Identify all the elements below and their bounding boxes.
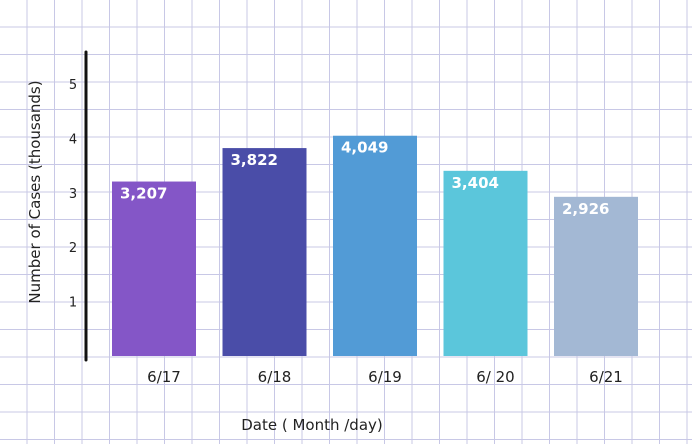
bar-value-label: 3,207 — [120, 185, 167, 203]
bar — [554, 196, 638, 356]
x-axis-title: Date ( Month /day) — [241, 416, 383, 434]
y-tick-label: 4 — [69, 132, 77, 147]
x-category-labels: 6/17 6/18 6/19 6/ 20 6/21 — [147, 368, 623, 386]
y-tick-label: 2 — [69, 241, 77, 256]
bar-value-label: 2,926 — [562, 200, 609, 218]
x-tick-label: 6/21 — [589, 368, 623, 386]
y-tick-label: 1 — [69, 296, 77, 311]
bar — [443, 170, 528, 356]
bars-group: 3,207 3,822 4,049 3,404 2,926 — [112, 135, 638, 356]
y-axis-title: Number of Cases (thousands) — [26, 80, 44, 303]
x-tick-label: 6/19 — [368, 368, 402, 386]
x-tick-label: 6/18 — [258, 368, 292, 386]
bar-value-label: 4,049 — [341, 139, 388, 157]
bar — [112, 181, 196, 356]
y-tick-label: 5 — [69, 78, 77, 93]
bar — [222, 148, 307, 356]
y-tick-label: 3 — [69, 187, 77, 202]
x-tick-label: 6/ 20 — [476, 368, 514, 386]
y-tick-labels: 1 2 3 4 5 — [69, 78, 77, 311]
bar-value-label: 3,822 — [231, 151, 278, 169]
x-tick-label: 6/17 — [147, 368, 181, 386]
bar-value-label: 3,404 — [452, 174, 499, 192]
bar — [333, 135, 417, 356]
